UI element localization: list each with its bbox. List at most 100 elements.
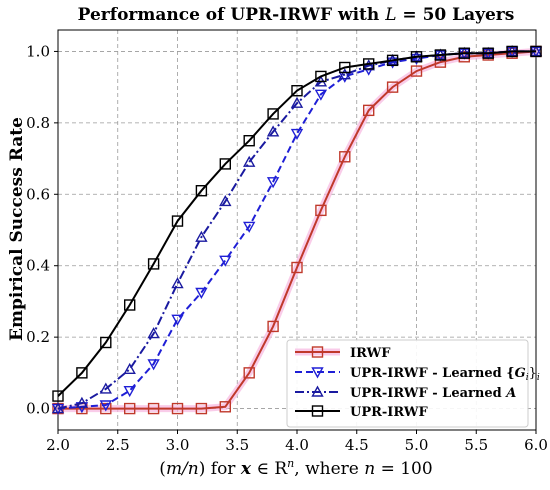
data-point-irwf (147, 402, 160, 415)
data-point-learned-g (266, 177, 280, 189)
x-tick-label: 5.5 (464, 436, 488, 454)
x-tick-label: 5.0 (405, 436, 429, 454)
series-group (51, 44, 543, 416)
y-tick-label: 1.0 (26, 42, 50, 60)
legend-marker-learned-a (311, 385, 324, 397)
x-label-part4: ∈ R (251, 459, 288, 479)
data-point-learned-g (99, 400, 112, 412)
data-point-irwf (386, 81, 399, 93)
data-point-upr-irwf (52, 390, 64, 402)
x-tick-label: 3.5 (225, 436, 249, 454)
data-point-learned-a (99, 382, 112, 394)
x-tick-label: 4.5 (345, 436, 369, 454)
legend-learned-a-var: A (504, 386, 516, 401)
y-tick-label: 0.8 (26, 114, 50, 132)
chart-title-var: L (384, 5, 396, 25)
data-point-learned-a (171, 277, 184, 289)
data-point-learned-g (195, 287, 208, 299)
data-point-learned-a (123, 362, 136, 374)
chart-title-suffix: = 50 Layers (396, 5, 514, 25)
legend-label-learned-g: UPR-IRWF - Learned {Gi}i (350, 366, 540, 383)
data-point-irwf (339, 151, 351, 163)
data-point-upr-irwf (482, 47, 494, 59)
x-label-n-var: n (364, 459, 375, 479)
data-point-irwf (123, 402, 136, 415)
legend-label-upr-irwf: UPR-IRWF (350, 405, 429, 420)
legend-marker-learned-g (311, 367, 324, 379)
data-point-upr-irwf (363, 58, 375, 70)
legend: IRWF UPR-IRWF - Learned {Gi}i UPR-IRWF -… (286, 339, 540, 428)
data-point-upr-irwf (123, 299, 136, 311)
data-point-learned-a (290, 96, 304, 108)
x-tick-label: 4.0 (285, 436, 309, 454)
x-label-part6: = 100 (375, 459, 433, 479)
data-point-learned-g (290, 128, 304, 141)
data-point-irwf (267, 320, 279, 333)
y-tick-label: 0.0 (26, 400, 50, 418)
data-point-learned-g (123, 386, 136, 398)
data-point-upr-irwf (147, 258, 160, 270)
x-tick-label: 2.0 (46, 436, 70, 454)
chart-title-prefix: Performance of UPR-IRWF with (78, 5, 386, 25)
data-point-irwf (100, 402, 112, 415)
data-point-irwf (410, 65, 423, 77)
data-point-upr-irwf (410, 51, 423, 63)
data-point-upr-irwf (458, 47, 470, 59)
data-point-upr-irwf (506, 45, 518, 58)
data-point-learned-g (314, 89, 328, 101)
legend-learned-g-sub2: i (537, 373, 540, 383)
y-tick-label: 0.6 (26, 185, 50, 203)
data-point-learned-a (75, 396, 89, 408)
series-line-upr-irwf (57, 50, 536, 397)
data-point-learned-g (386, 57, 399, 69)
series-line-irwf (58, 50, 537, 410)
data-point-learned-g (410, 53, 423, 66)
data-point-upr-irwf (219, 158, 232, 170)
data-point-irwf (291, 261, 303, 274)
legend-learned-g-var: G (515, 366, 526, 381)
x-label-part5: , where (294, 459, 364, 479)
legend-label-learned-a: UPR-IRWF - Learned A (350, 386, 516, 401)
data-point-upr-irwf (530, 45, 542, 58)
x-tick-label: 2.5 (106, 436, 130, 454)
legend-learned-a-prefix: UPR-IRWF - Learned (350, 386, 506, 401)
x-tick-label: 6.0 (524, 436, 548, 454)
x-axis-label: (m/n) for x ∈ Rn, where n = 100 (159, 457, 432, 479)
data-point-learned-a (51, 402, 65, 414)
series-irwf (52, 45, 542, 415)
legend-marker-irwf (311, 346, 324, 358)
x-label-part2: m/n (166, 459, 199, 479)
data-point-irwf (434, 56, 447, 68)
data-point-irwf (171, 402, 184, 415)
data-point-upr-irwf (76, 367, 88, 379)
legend-learned-g-prefix: UPR-IRWF - Learned { (350, 366, 515, 381)
data-point-irwf (219, 401, 232, 413)
data-point-learned-a (147, 327, 160, 339)
data-point-upr-irwf (171, 215, 184, 227)
legend-label-irwf: IRWF (350, 346, 391, 361)
data-point-upr-irwf (243, 135, 255, 147)
data-point-upr-irwf (195, 185, 208, 197)
data-point-learned-a (266, 125, 280, 137)
data-point-irwf (363, 104, 375, 117)
data-point-upr-irwf (434, 49, 447, 61)
y-tick-label: 0.2 (26, 328, 50, 346)
y-tick-label: 0.4 (26, 257, 50, 275)
data-point-irwf (315, 204, 327, 217)
legend-marker-upr-irwf (311, 405, 324, 417)
data-point-learned-g (147, 359, 160, 371)
series-upr-irwf (52, 45, 542, 402)
data-point-upr-irwf (291, 85, 303, 97)
data-point-learned-a (243, 155, 256, 167)
data-point-learned-a (338, 68, 351, 80)
x-label-part1: ( (159, 459, 166, 479)
x-label-sup: n (287, 457, 294, 470)
y-axis-label: Empirical Success Rate (7, 117, 27, 341)
chart-title: Performance of UPR-IRWF with L = 50 Laye… (78, 5, 515, 25)
data-point-learned-g (171, 314, 184, 326)
data-point-irwf (195, 402, 208, 415)
data-point-learned-g (219, 255, 232, 267)
legend-entries (295, 346, 340, 417)
